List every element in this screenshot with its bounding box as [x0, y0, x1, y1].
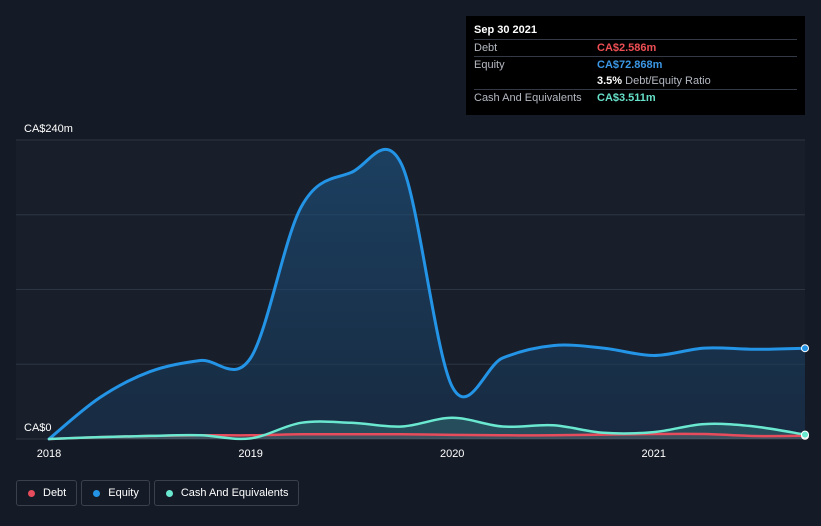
tooltip-debt-label: Debt [474, 42, 498, 54]
legend: Debt Equity Cash And Equivalents [16, 480, 303, 506]
series-lines [47, 147, 807, 441]
legend-equity-label: Equity [108, 487, 139, 499]
tooltip-panel: Sep 30 2021 Debt CA$2.586m Equity CA$72.… [466, 16, 805, 115]
cash-end-point [801, 430, 809, 439]
tooltip-cash-label: Cash And Equivalents [474, 92, 582, 104]
y-tick-label: CA$240m [24, 123, 73, 135]
tooltip-ratio-label: Debt/Equity Ratio [625, 75, 711, 87]
tooltip-ratio-value: 3.5% [597, 75, 623, 87]
tooltip-debt-row: Debt CA$2.586m [474, 39, 797, 56]
tooltip-ratio: 3.5% Debt/Equity Ratio [597, 73, 711, 89]
x-tick-label: 2019 [238, 448, 262, 460]
equity-area [49, 149, 805, 440]
legend-cash-dot-icon [165, 489, 173, 497]
equity-end-point [801, 344, 809, 353]
legend-debt-dot-icon [28, 489, 35, 497]
equity-line [47, 147, 807, 441]
x-tick-label: 2018 [37, 448, 61, 460]
x-tick-label: 2021 [642, 448, 666, 460]
tooltip-debt-value: CA$2.586m [597, 42, 657, 54]
tooltip-cash-value: CA$3.511m [597, 92, 656, 104]
end-markers [801, 344, 809, 440]
tooltip-equity-row: Equity CA$72.868m [474, 56, 797, 73]
x-axis-labels: 2018 2019 2020 2021 [37, 448, 666, 460]
tooltip-date: Sep 30 2021 [474, 24, 537, 36]
legend-equity-dot-icon [93, 489, 101, 497]
tooltip-ratio-row: 3.5% Debt/Equity Ratio [474, 73, 797, 89]
legend-item-cash[interactable]: Cash And Equivalents [153, 480, 300, 506]
cash-line [47, 416, 807, 441]
tooltip-equity-value: CA$72.868m [597, 59, 663, 71]
y-tick-label: CA$0 [24, 422, 52, 434]
x-tick-label: 2020 [440, 448, 464, 460]
legend-item-debt[interactable]: Debt [16, 480, 78, 506]
legend-debt-label: Debt [43, 487, 67, 499]
y-axis-labels: CA$240m CA$0 [24, 123, 73, 434]
legend-item-equity[interactable]: Equity [81, 480, 150, 506]
legend-cash-label: Cash And Equivalents [180, 487, 289, 499]
tooltip-equity-label: Equity [474, 59, 505, 71]
tooltip-cash-row: Cash And Equivalents CA$3.511m [474, 89, 797, 106]
